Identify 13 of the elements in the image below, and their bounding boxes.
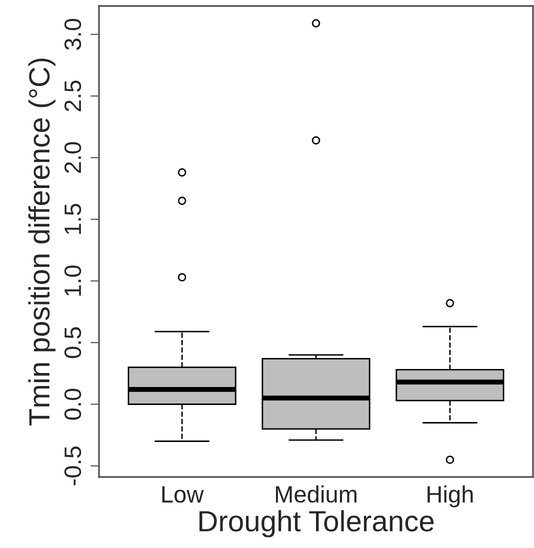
x-axis-title: Drought Tolerance <box>199 510 434 538</box>
y-tick-label: 2.0 <box>64 142 82 173</box>
y-tick-label: 2.5 <box>64 80 82 112</box>
x-tick-label: Low <box>162 486 204 503</box>
x-tick-label: High <box>428 485 473 508</box>
y-tick-label: 3.0 <box>64 18 82 50</box>
y-tick-label: 0.0 <box>64 388 82 420</box>
y-tick-label: 1.0 <box>64 265 82 296</box>
y-axis-title: Tmin position difference (°C) <box>28 58 56 426</box>
y-tick-label: -0.5 <box>64 446 82 486</box>
x-tick-label: Medium <box>276 485 356 503</box>
y-tick-label: 0.5 <box>64 327 82 358</box>
y-tick-label: 1.5 <box>64 204 82 234</box>
